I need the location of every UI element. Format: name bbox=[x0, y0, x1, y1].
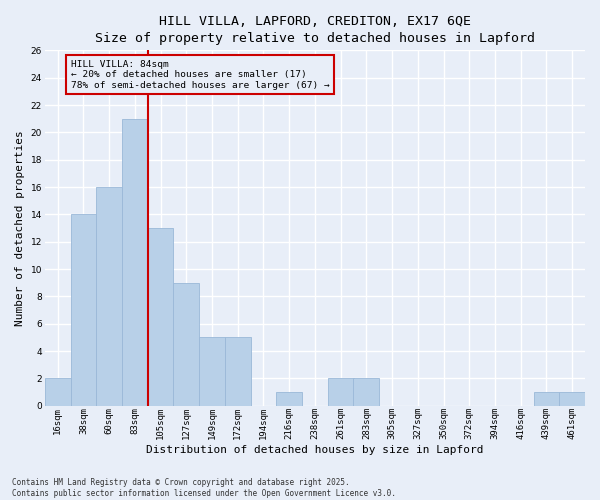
Bar bbox=[199, 338, 225, 406]
Bar bbox=[96, 187, 122, 406]
Bar bbox=[173, 283, 199, 406]
Bar bbox=[45, 378, 71, 406]
Bar bbox=[225, 338, 251, 406]
Title: HILL VILLA, LAPFORD, CREDITON, EX17 6QE
Size of property relative to detached ho: HILL VILLA, LAPFORD, CREDITON, EX17 6QE … bbox=[95, 15, 535, 45]
Bar bbox=[353, 378, 379, 406]
Text: Contains HM Land Registry data © Crown copyright and database right 2025.
Contai: Contains HM Land Registry data © Crown c… bbox=[12, 478, 396, 498]
Bar bbox=[277, 392, 302, 406]
Y-axis label: Number of detached properties: Number of detached properties bbox=[15, 130, 25, 326]
Bar bbox=[328, 378, 353, 406]
X-axis label: Distribution of detached houses by size in Lapford: Distribution of detached houses by size … bbox=[146, 445, 484, 455]
Bar bbox=[533, 392, 559, 406]
Text: HILL VILLA: 84sqm
← 20% of detached houses are smaller (17)
78% of semi-detached: HILL VILLA: 84sqm ← 20% of detached hous… bbox=[71, 60, 329, 90]
Bar bbox=[122, 118, 148, 406]
Bar bbox=[71, 214, 96, 406]
Bar bbox=[559, 392, 585, 406]
Bar bbox=[148, 228, 173, 406]
